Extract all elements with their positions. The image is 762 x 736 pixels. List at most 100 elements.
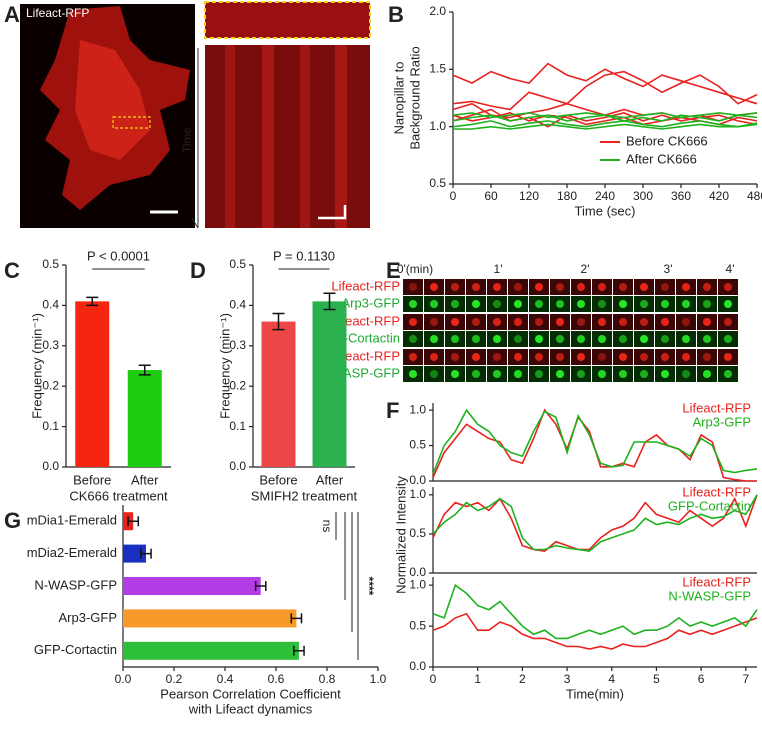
tile-spot [493, 283, 501, 291]
tile-spot [493, 335, 501, 343]
y-tick-label: 0.5 [409, 526, 426, 540]
tile-spot [724, 300, 732, 308]
y-axis-label: Background Ratio [407, 46, 422, 149]
y-tick-label: 1.0 [409, 487, 426, 501]
tile [508, 331, 528, 347]
tile-spot [703, 283, 711, 291]
error-bar [127, 516, 140, 527]
tile-spot [661, 370, 669, 378]
x-axis-label: with Lifeact dynamics [188, 701, 313, 716]
bar [123, 609, 297, 628]
x-tick-label: 480 [747, 189, 762, 203]
tile-spot [640, 353, 648, 361]
x-tick-label: 240 [595, 189, 615, 203]
annotation: ns [320, 520, 334, 533]
tile-spot [577, 318, 585, 326]
y-tick-label: 0.0 [409, 659, 426, 673]
cell-image: Lifeact-RFP [20, 4, 195, 228]
x-axis-label: SMIFH2 treatment [251, 488, 358, 503]
data-line [432, 494, 758, 552]
error-bar [86, 296, 99, 307]
data-line [432, 494, 758, 552]
x-tick-label: 7 [742, 672, 749, 686]
x-tick-label: 120 [519, 189, 539, 203]
tile-spot [703, 353, 711, 361]
tile-spot [514, 300, 522, 308]
y-tick-label: 0.0 [42, 459, 59, 473]
category-label: Before [259, 472, 297, 487]
x-tick-label: 3 [564, 672, 571, 686]
data-line [452, 120, 758, 128]
panel-letter: F [386, 398, 399, 423]
category-label: GFP-Cortactin [34, 642, 117, 657]
category-label: mDia2-Emerald [27, 545, 117, 560]
x-axis-label: Time (sec) [575, 203, 636, 218]
panel-letter: D [190, 258, 206, 283]
tile-spot [682, 335, 690, 343]
x-tick-label: 5 [653, 672, 660, 686]
tile-spot [556, 335, 564, 343]
tile-spot [598, 370, 606, 378]
annotation: P < 0.0001 [87, 248, 150, 263]
tile [403, 279, 423, 295]
tile [592, 349, 612, 365]
tile-spot [514, 370, 522, 378]
data-line [432, 612, 758, 650]
bar [75, 301, 110, 467]
tile-spot [493, 300, 501, 308]
legend-label: Lifeact-RFP [682, 400, 751, 415]
tile-spot [535, 318, 543, 326]
y-tick-label: 0.2 [229, 378, 246, 392]
tile [403, 331, 423, 347]
category-label: N-WASP-GFP [34, 577, 117, 592]
tile-spot [724, 318, 732, 326]
x-axis-label: Time(min) [566, 686, 624, 701]
x-tick-label: 0 [430, 672, 437, 686]
tile-spot [451, 318, 459, 326]
bracket [335, 512, 359, 660]
y-tick-label: 0.5 [42, 257, 59, 271]
error-bar [140, 548, 152, 559]
tile-spot [535, 300, 543, 308]
y-tick-label: 0.3 [42, 338, 59, 352]
tile-spot [661, 353, 669, 361]
time-label: 1' [494, 262, 503, 276]
legend-label: Lifeact-RFP [682, 484, 751, 499]
tile [655, 279, 675, 295]
bar [261, 321, 296, 467]
tile-spot [724, 335, 732, 343]
tile-spot [409, 335, 417, 343]
tile-spot [430, 335, 438, 343]
tile-spot [619, 370, 627, 378]
x-tick-label: 4 [608, 672, 615, 686]
tile-spot [640, 318, 648, 326]
row-label: Lifeact-RFP [331, 313, 400, 328]
y-tick-label: 0.1 [229, 419, 246, 433]
tile-spot [619, 283, 627, 291]
tile-spot [514, 283, 522, 291]
bar [312, 301, 347, 467]
tile [424, 314, 444, 330]
tile-spot [682, 353, 690, 361]
tile-spot [703, 335, 711, 343]
tile-spot [661, 335, 669, 343]
x-tick-label: 1.0 [370, 672, 387, 686]
tile-spot [451, 353, 459, 361]
x-axis-label: CK666 treatment [69, 488, 168, 503]
y-axis-label: Frequency (min⁻¹) [217, 313, 232, 419]
time-label: 4' [726, 262, 735, 276]
x-tick-label: 180 [557, 189, 577, 203]
legend-label: N-WASP-GFP [668, 588, 751, 603]
tile-spot [598, 300, 606, 308]
tile [676, 314, 696, 330]
y-tick-label: 1.0 [429, 119, 446, 133]
tile-spot [409, 370, 417, 378]
y-tick-label: 0.2 [42, 378, 59, 392]
tile-spot [451, 335, 459, 343]
tile-spot [682, 300, 690, 308]
tile-spot [472, 283, 480, 291]
tile [592, 296, 612, 312]
tile-spot [556, 283, 564, 291]
panel-letter: B [388, 2, 404, 27]
category-label: After [316, 472, 344, 487]
